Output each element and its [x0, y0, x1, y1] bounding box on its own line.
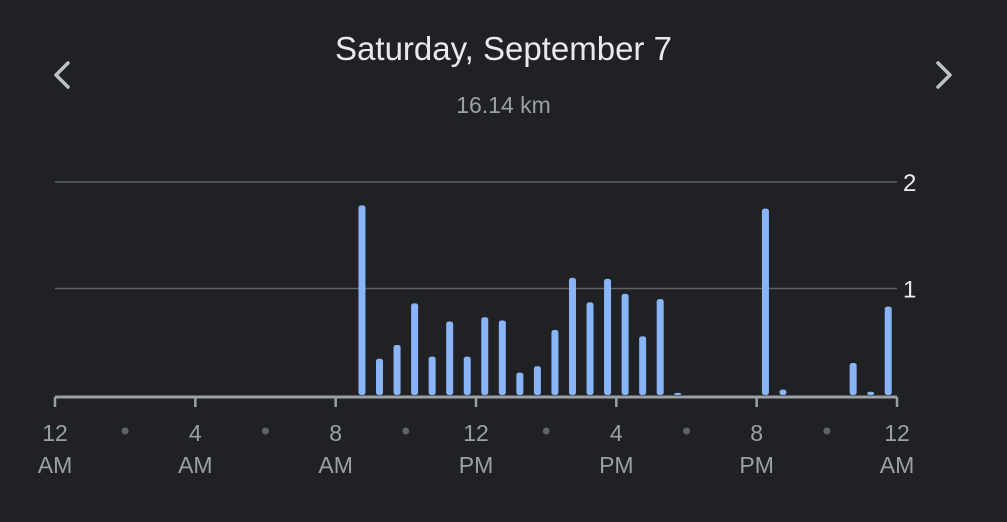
y-tick-label: 1 [903, 277, 916, 304]
bar [376, 358, 384, 395]
bar [639, 336, 647, 395]
total-distance: 16.14 km [456, 92, 551, 118]
bar [498, 320, 506, 395]
next-day-button[interactable] [924, 50, 964, 100]
x-tick-label: 12 [463, 420, 489, 446]
bar [779, 389, 787, 395]
x-tick-label: 4 [610, 420, 623, 446]
x-tick-label-period: PM [459, 452, 494, 478]
previous-day-button[interactable] [42, 50, 82, 100]
bar [674, 392, 682, 395]
bar [761, 208, 769, 395]
bar [604, 278, 612, 395]
bar [586, 302, 594, 395]
bar [411, 303, 419, 395]
bar [481, 317, 489, 395]
bar [446, 321, 454, 395]
x-tick-label: 12 [884, 420, 910, 446]
x-tick-label-period: PM [739, 452, 774, 478]
bar [358, 205, 366, 395]
bar [551, 330, 559, 395]
x-minor-dot [402, 427, 410, 435]
x-tick-label: 12 [42, 420, 68, 446]
bar [867, 391, 875, 395]
x-minor-dot [121, 427, 129, 435]
x-tick-label-period: AM [880, 452, 915, 478]
x-minor-dot [262, 427, 269, 435]
bar [884, 306, 892, 395]
bar [533, 366, 541, 395]
x-tick-label: 4 [189, 420, 202, 446]
x-tick-label: 8 [329, 420, 342, 446]
x-tick-label-period: AM [178, 452, 213, 478]
bar [393, 344, 401, 395]
y-tick-label: 2 [903, 170, 916, 197]
bar [463, 356, 471, 395]
x-tick-label-period: PM [599, 452, 634, 478]
chevron-left-icon [54, 61, 70, 89]
x-minor-dot [542, 427, 550, 435]
chevron-right-icon [936, 61, 952, 89]
bar [621, 293, 629, 395]
x-tick-label: 8 [750, 420, 763, 446]
bar [568, 277, 576, 395]
page-title: Saturday, September 7 [335, 30, 672, 67]
x-tick-label-period: AM [318, 452, 353, 478]
x-tick-label-period: AM [38, 452, 73, 478]
bar [428, 356, 436, 395]
bar [516, 372, 524, 395]
bar [656, 299, 664, 395]
bar [849, 363, 857, 395]
x-minor-dot [823, 427, 831, 435]
x-minor-dot [683, 427, 690, 435]
